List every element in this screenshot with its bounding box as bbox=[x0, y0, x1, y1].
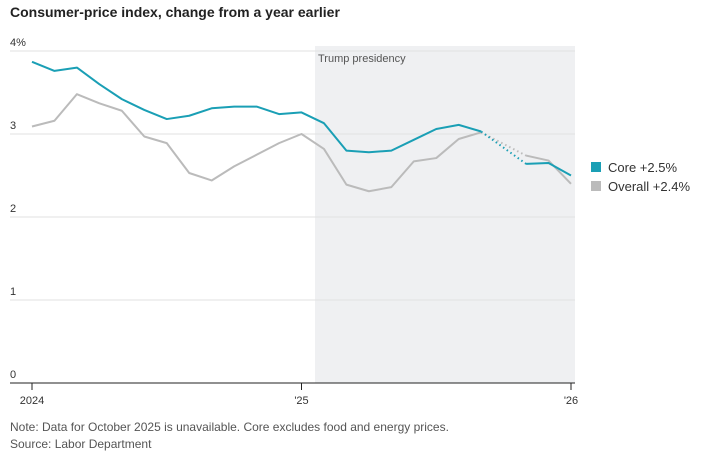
source: Source: Labor Department bbox=[10, 437, 152, 451]
x-tick-label: '26 bbox=[564, 395, 578, 407]
legend-label: Overall +2.4% bbox=[608, 179, 690, 194]
chart-title: Consumer-price index, change from a year… bbox=[10, 4, 340, 20]
shaded-region bbox=[315, 46, 575, 383]
y-tick-label: 0 bbox=[10, 369, 16, 381]
y-tick-label: 2 bbox=[10, 203, 16, 215]
shaded-label: Trump presidency bbox=[318, 53, 406, 65]
legend-label: Core +2.5% bbox=[608, 160, 677, 175]
y-tick-label: 1 bbox=[10, 286, 16, 298]
y-tick-label: 3 bbox=[10, 120, 16, 132]
series-line bbox=[526, 162, 572, 177]
note: Note: Data for October 2025 is unavailab… bbox=[10, 420, 449, 434]
gap-bridge bbox=[480, 130, 527, 165]
x-tick-label: 2024 bbox=[20, 395, 44, 407]
y-tick-label: 4% bbox=[10, 37, 26, 49]
legend-swatch bbox=[591, 181, 601, 191]
series-line bbox=[31, 93, 482, 193]
x-tick-label: '25 bbox=[294, 395, 308, 407]
legend-swatch bbox=[591, 162, 601, 172]
series-line bbox=[525, 154, 572, 185]
series-line bbox=[31, 60, 482, 154]
